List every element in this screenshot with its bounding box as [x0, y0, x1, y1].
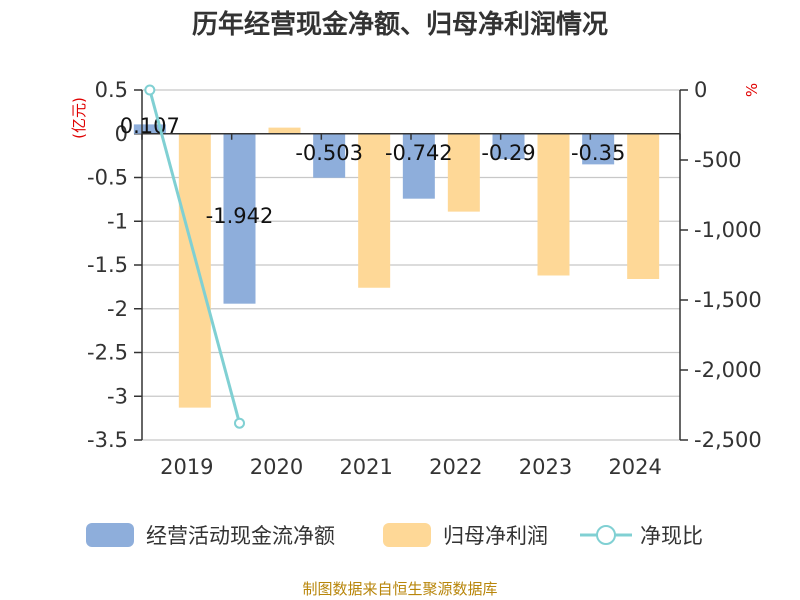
x-tick-label: 2024 — [608, 455, 661, 479]
x-tick-label: 2022 — [429, 455, 482, 479]
cash-flow-label: -0.742 — [385, 141, 453, 165]
legend-swatch-cash-flow — [86, 523, 134, 547]
right-tick-label: -500 — [694, 148, 742, 172]
net-profit-bar — [447, 133, 480, 212]
cash-flow-bar — [492, 133, 525, 160]
net-profit-bar — [627, 133, 660, 279]
right-tick-label: -2,500 — [694, 428, 762, 452]
net-profit-bar — [537, 133, 570, 276]
legend-label-net-profit: 归母净利润 — [443, 524, 548, 548]
left-tick-label: 0.5 — [95, 78, 128, 102]
right-axis-unit: % — [743, 83, 761, 97]
left-tick-label: -0.5 — [87, 166, 128, 190]
cash-flow-bar — [313, 133, 346, 178]
net-profit-bar — [178, 133, 211, 408]
ratio-line — [144, 84, 245, 429]
data-labels: 0.107 -1.942 -0.503 -0.742 -0.29 -0.35 — [120, 114, 626, 228]
left-axis: 0.5 0 -0.5 -1 -1.5 -2 -2.5 -3 -3.5 — [87, 78, 142, 452]
legend-label-cash-flow: 经营活动现金流净额 — [146, 524, 335, 548]
left-tick-label: -2 — [107, 297, 128, 321]
left-tick-label: -3.5 — [87, 428, 128, 452]
chart-title: 历年经营现金净额、归母净利润情况 — [192, 9, 608, 40]
legend-marker-ratio — [596, 525, 616, 545]
x-tick-label: 2023 — [519, 455, 572, 479]
ratio-point — [144, 84, 156, 96]
cash-flow-bar — [223, 133, 256, 304]
legend-label-ratio: 净现比 — [640, 524, 703, 548]
cash-flow-bar — [582, 133, 615, 165]
cash-flow-bar — [402, 133, 435, 199]
ratio-line-path — [148, 89, 241, 424]
left-tick-label: -3 — [107, 384, 128, 408]
ratio-point — [234, 417, 245, 429]
legend: 经营活动现金流净额 归母净利润 净现比 — [86, 523, 703, 548]
cash-flow-label: -0.35 — [571, 141, 625, 165]
net-profit-bar — [268, 127, 301, 134]
right-tick-label: 0 — [694, 78, 707, 102]
bars — [133, 124, 660, 408]
x-tick-label: 2019 — [160, 455, 213, 479]
axes — [141, 90, 681, 440]
right-tick-label: -2,000 — [694, 358, 762, 382]
left-tick-label: -2.5 — [87, 341, 128, 365]
net-profit-bar — [358, 133, 391, 288]
left-tick-label: 0 — [115, 122, 128, 146]
left-tick-label: -1.5 — [87, 253, 128, 277]
cash-flow-bar — [133, 124, 166, 134]
cash-flow-label: -1.942 — [206, 204, 274, 228]
right-tick-label: -1,500 — [694, 288, 762, 312]
x-tick-label: 2021 — [339, 455, 392, 479]
right-tick-label: -1,000 — [694, 218, 762, 242]
x-axis: 2019 2020 2021 2022 2023 2024 — [160, 455, 662, 479]
left-tick-label: -1 — [107, 209, 128, 233]
cash-flow-label: 0.107 — [120, 114, 180, 138]
cash-flow-label: -0.503 — [295, 141, 363, 165]
cash-flow-label: -0.29 — [481, 141, 535, 165]
x-tick-label: 2020 — [250, 455, 303, 479]
legend-swatch-net-profit — [383, 523, 431, 547]
source-note: 制图数据来自恒生聚源数据库 — [302, 580, 497, 598]
left-axis-unit: (亿元) — [70, 97, 88, 139]
right-axis: 0 -500 -1,000 -1,500 -2,000 -2,500 — [680, 78, 762, 452]
